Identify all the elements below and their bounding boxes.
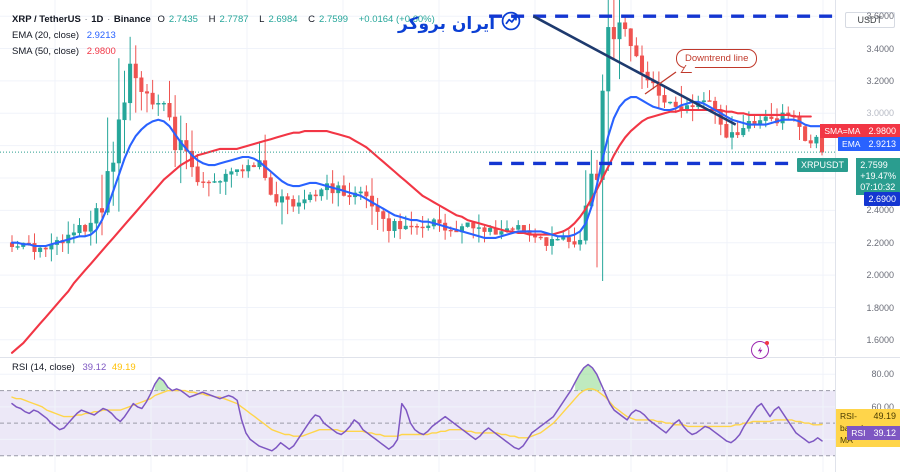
low-label: L: [259, 14, 265, 25]
price-tick: 2.0000: [866, 270, 894, 281]
rsi-legend[interactable]: RSI (14, close) 39.12 49.19: [12, 361, 136, 377]
high-value-group: H 2.7787: [209, 14, 253, 25]
sma-line: [10, 108, 812, 354]
ohlc-values: O 2.7435 H 2.7787 L 2.6984 C 2.7599 +0.0164 …: [157, 14, 438, 25]
rsi-label: RSI (14, close): [12, 362, 75, 373]
ema-line: [10, 96, 824, 248]
rsi-ma-legend-value: 49.19: [111, 362, 136, 373]
downtrend-callout: Downtrend line: [676, 49, 758, 68]
close-value: 2.7599: [319, 14, 349, 25]
last-price-value: 2.7599: [860, 160, 888, 170]
close-label: C: [308, 14, 316, 25]
ema-badge-label: EMA: [838, 137, 865, 151]
rsi-overbought-fill: [154, 377, 168, 391]
ema-price-badge[interactable]: EMA 2.9213: [838, 137, 900, 151]
price-tick: 3.2000: [866, 75, 894, 86]
price-chart-svg: [0, 0, 836, 356]
legend-separator-1: ·: [84, 14, 88, 25]
rsi-tick: 80.00: [871, 369, 894, 380]
rsi-chart-svg: [0, 358, 836, 472]
sma-badge-label: SMA=MA: [820, 124, 865, 138]
ema-label: EMA (20, close): [12, 30, 80, 41]
close-value-group: C 2.7599: [308, 14, 352, 25]
rsi-overbought-fill: [575, 364, 602, 391]
interval-label[interactable]: 1D: [91, 14, 104, 25]
price-grid: [0, 0, 836, 356]
symbol-price-tag[interactable]: XRPUSDT: [797, 158, 849, 172]
price-axis[interactable]: USDT 3.6000 3.4000 3.2000 2.4000 2.2000 2.000…: [820, 0, 900, 356]
sma-badge-value: 2.9800: [864, 124, 900, 138]
price-tick: 1.6000: [866, 334, 894, 345]
open-value-group: O 2.7435: [157, 14, 201, 25]
sma-value: 2.9800: [86, 46, 116, 57]
low-value: 2.6984: [268, 14, 298, 25]
rsi-value-badge[interactable]: RSI 39.12: [847, 426, 900, 440]
brand-logo: ایران بروکر: [398, 10, 522, 37]
rsi-tick: 60.00: [871, 401, 894, 412]
downtrend-line: [532, 15, 737, 126]
price-tick: 2.4000: [866, 205, 894, 216]
callout-leader-line: [644, 71, 677, 95]
price-plot-area[interactable]: [0, 0, 836, 356]
low-value-group: L 2.6984: [259, 14, 301, 25]
rsi-legend-row: RSI (14, close) 39.12 49.19: [12, 361, 136, 374]
symbol-name[interactable]: XRP / TetherUS: [12, 14, 81, 25]
rsi-plot-area[interactable]: [0, 358, 836, 472]
ema-badge-value: 2.9213: [864, 137, 900, 151]
lightning-bolt-icon[interactable]: [751, 341, 769, 359]
rsi-pane: RSI (14, close) 39.12 49.19 80.00 60.00 R…: [0, 357, 900, 472]
exchange-label[interactable]: Binance: [113, 14, 151, 25]
price-tick: 1.8000: [866, 302, 894, 313]
change-value: +0.0164 (+0.60%): [358, 14, 435, 25]
bar-countdown: 07:10:32: [860, 182, 896, 192]
rsi-badge-value: 39.12: [869, 426, 900, 440]
sma-price-badge[interactable]: SMA=MA 2.9800: [820, 124, 900, 138]
rsi-line: [11, 363, 823, 452]
legend-separator-2: ·: [107, 14, 111, 25]
last-price-badge[interactable]: 2.7599 +19.47% 07:10:32: [856, 158, 900, 195]
currency-label: USDT: [844, 12, 895, 28]
last-price-percent: +19.47%: [860, 171, 896, 181]
alert-dot-icon: [765, 341, 769, 345]
price-tick: 3.6000: [866, 11, 894, 22]
ema-legend-row[interactable]: EMA (20, close) 2.9213: [12, 29, 439, 42]
price-tick: 2.2000: [866, 237, 894, 248]
price-tick-occluded: 3.0000: [866, 108, 894, 119]
open-label: O: [157, 14, 165, 25]
ema-value: 2.9213: [86, 30, 116, 41]
price-tick: 3.4000: [866, 43, 894, 54]
rsi-badge-label: RSI: [847, 426, 870, 440]
support-price-badge[interactable]: 2.6900: [864, 192, 900, 206]
chart-line-icon: [500, 10, 522, 37]
high-label: H: [208, 14, 216, 25]
open-value: 2.7435: [168, 14, 198, 25]
brand-text: ایران بروکر: [398, 13, 496, 34]
price-pane: Downtrend line USDT 3.6000 3.4000 3.2000 2.…: [0, 0, 900, 356]
rsi-legend-value: 39.12: [82, 362, 107, 373]
downtrend-callout-label: Downtrend line: [685, 53, 749, 64]
high-value: 2.7787: [219, 14, 249, 25]
sma-legend-row[interactable]: SMA (50, close) 2.9800: [12, 45, 439, 58]
sma-label: SMA (50, close): [12, 46, 80, 57]
